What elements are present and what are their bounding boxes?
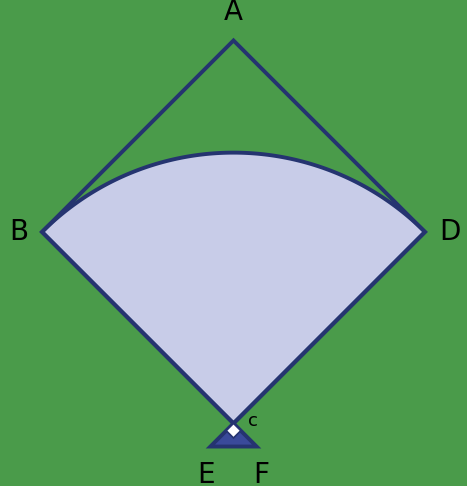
Text: D: D [439, 218, 460, 246]
Text: c: c [248, 412, 258, 430]
Polygon shape [211, 423, 256, 447]
Text: A: A [224, 0, 243, 26]
Text: F: F [253, 461, 269, 486]
Polygon shape [226, 423, 241, 438]
Polygon shape [42, 153, 425, 423]
Text: B: B [9, 218, 28, 246]
Text: E: E [197, 461, 214, 486]
